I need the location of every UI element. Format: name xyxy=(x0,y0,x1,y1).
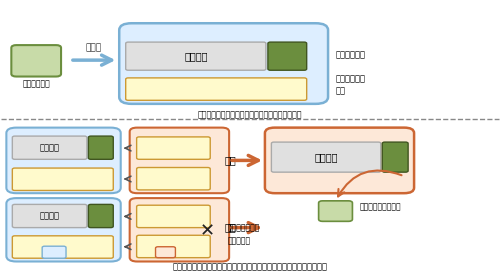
Text: 暗号化: 暗号化 xyxy=(86,43,102,52)
FancyBboxPatch shape xyxy=(318,201,352,221)
FancyBboxPatch shape xyxy=(42,246,66,258)
FancyBboxPatch shape xyxy=(126,78,306,100)
FancyBboxPatch shape xyxy=(156,247,176,258)
Text: 付加情報: 付加情報 xyxy=(314,152,338,162)
FancyBboxPatch shape xyxy=(136,168,210,190)
Text: 暗号文自体とその枠の情報をまとめてパッキング: 暗号文自体とその枠の情報をまとめてパッキング xyxy=(198,111,302,120)
FancyBboxPatch shape xyxy=(130,198,229,261)
FancyBboxPatch shape xyxy=(88,205,114,228)
FancyBboxPatch shape xyxy=(119,23,328,104)
Text: 付加情報: 付加情報 xyxy=(184,51,208,61)
Text: 比較: 比較 xyxy=(224,223,236,233)
FancyBboxPatch shape xyxy=(88,136,114,159)
Text: 平文ベクトル: 平文ベクトル xyxy=(22,79,50,88)
FancyBboxPatch shape xyxy=(12,205,87,228)
FancyBboxPatch shape xyxy=(130,128,229,193)
FancyBboxPatch shape xyxy=(12,45,61,76)
FancyBboxPatch shape xyxy=(126,42,266,70)
Text: 正常な暗号文は復号: 正常な暗号文は復号 xyxy=(360,202,401,211)
FancyBboxPatch shape xyxy=(12,236,114,258)
Text: 異常な暗号文は
復号しない: 異常な暗号文は 復号しない xyxy=(228,223,260,245)
Text: 本来の暗号文: 本来の暗号文 xyxy=(336,51,366,60)
FancyBboxPatch shape xyxy=(268,42,306,70)
Text: 暗号文の枠の
情報: 暗号文の枠の 情報 xyxy=(336,74,366,95)
FancyBboxPatch shape xyxy=(265,128,414,193)
Text: 比較: 比較 xyxy=(224,155,236,165)
FancyBboxPatch shape xyxy=(136,205,210,228)
Text: 復号前に、暗号文と枠の形が同じかどうかをチェックする機構を挿入: 復号前に、暗号文と枠の形が同じかどうかをチェックする機構を挿入 xyxy=(172,262,328,271)
FancyBboxPatch shape xyxy=(6,198,120,261)
FancyBboxPatch shape xyxy=(382,142,408,172)
FancyBboxPatch shape xyxy=(272,142,381,172)
FancyBboxPatch shape xyxy=(136,137,210,159)
Text: ✕: ✕ xyxy=(200,222,216,240)
FancyBboxPatch shape xyxy=(12,168,114,190)
FancyBboxPatch shape xyxy=(6,128,120,193)
FancyBboxPatch shape xyxy=(12,136,87,159)
FancyBboxPatch shape xyxy=(136,235,210,258)
Text: 付加情報: 付加情報 xyxy=(40,211,60,220)
Text: 付加情報: 付加情報 xyxy=(40,143,60,152)
